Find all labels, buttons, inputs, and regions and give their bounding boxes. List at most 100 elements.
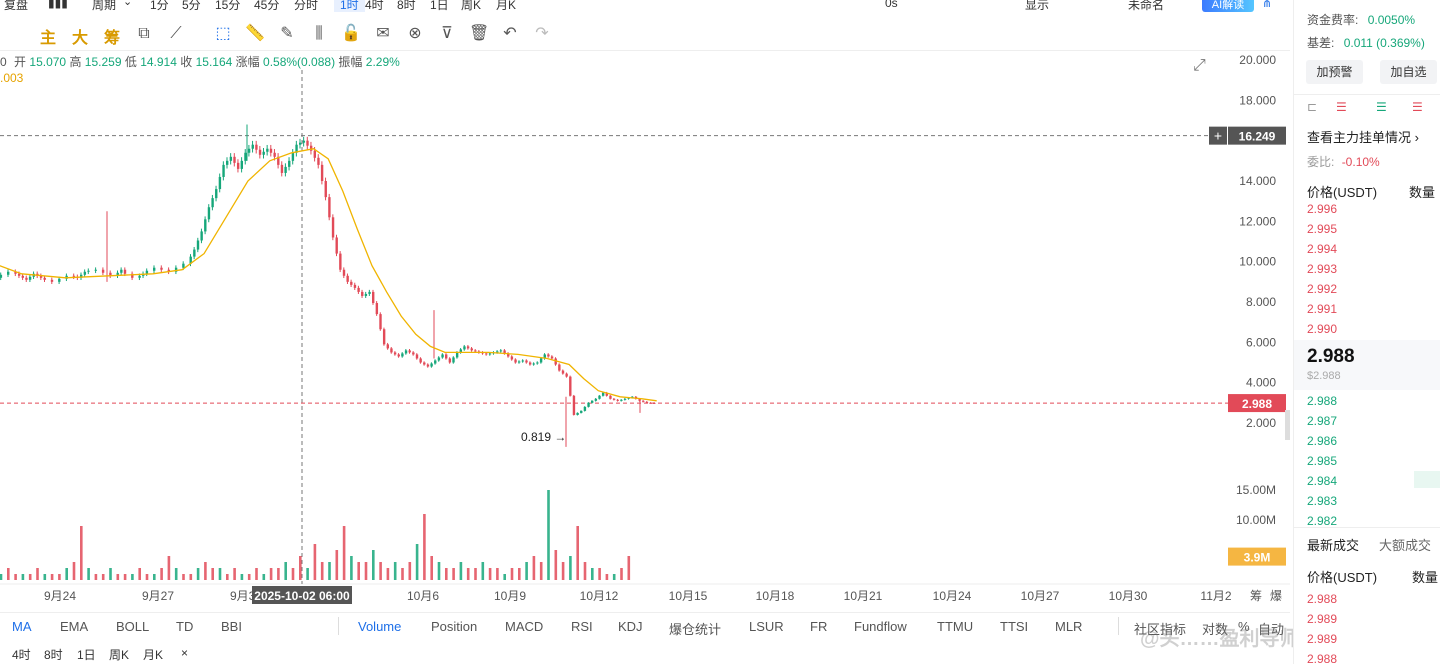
- brush-icon[interactable]: ✎: [280, 25, 294, 42]
- quick-period-item[interactable]: 周K: [109, 648, 130, 662]
- interval-item[interactable]: 1分: [150, 0, 169, 12]
- indicator-tab[interactable]: LSUR: [749, 619, 784, 634]
- pattern-icon[interactable]: ⫼: [315, 25, 323, 42]
- tab-latest-trades[interactable]: 最新成交: [1307, 538, 1360, 553]
- indicator-tab[interactable]: TTMU: [937, 619, 974, 634]
- interval-item[interactable]: 月K: [496, 0, 517, 12]
- redo-icon[interactable]: ↷: [535, 25, 549, 42]
- main-chart-toggle[interactable]: 主: [40, 30, 57, 47]
- candle-body: [543, 354, 546, 359]
- magnet-icon[interactable]: ⊗: [408, 25, 422, 42]
- indicator-tab[interactable]: 爆仓统计: [669, 622, 722, 637]
- interval-item[interactable]: 5分: [182, 0, 201, 12]
- indicator-icon[interactable]: ⟋: [170, 25, 182, 42]
- alert-icon[interactable]: ✉: [376, 25, 390, 42]
- bid-row[interactable]: 2.987: [1307, 414, 1338, 428]
- lock-icon[interactable]: 🔓: [341, 25, 361, 42]
- indicator-tab[interactable]: Volume: [358, 619, 402, 634]
- interval-item[interactable]: 分时: [294, 0, 319, 12]
- candle-body: [521, 360, 525, 362]
- interval-item[interactable]: 45分: [254, 0, 280, 12]
- volume-bar: [226, 574, 229, 580]
- book-mode-list-icon[interactable]: ☰: [1412, 100, 1423, 114]
- indicator-tab[interactable]: 自动: [1258, 622, 1285, 637]
- cursor-icon[interactable]: ⬚: [215, 25, 231, 42]
- interval-item[interactable]: 周期: [92, 0, 117, 12]
- indicator-tab[interactable]: %: [1238, 619, 1250, 634]
- bid-row[interactable]: 2.986: [1307, 434, 1338, 448]
- tab-large-trades[interactable]: 大额成交: [1379, 538, 1432, 553]
- price-chart[interactable]: 20.00018.00016.00014.00012.00010.0008.00…: [0, 50, 1290, 610]
- quick-period-item[interactable]: 4时: [12, 648, 31, 662]
- interval-item[interactable]: 4时: [365, 0, 384, 12]
- quick-period-item[interactable]: 8时: [44, 648, 63, 662]
- trade-row[interactable]: 2.988: [1307, 592, 1338, 606]
- interval-item[interactable]: 周K: [461, 0, 482, 12]
- ask-row[interactable]: 2.991: [1307, 302, 1338, 316]
- indicator-tab[interactable]: KDJ: [618, 619, 643, 634]
- trade-row[interactable]: 2.989: [1307, 632, 1338, 646]
- indicator-tab[interactable]: MA: [12, 619, 32, 634]
- chevron-down-icon[interactable]: ⌄: [123, 0, 133, 8]
- volume-bar: [386, 568, 390, 580]
- ask-row[interactable]: 2.995: [1307, 222, 1338, 236]
- indicator-tab[interactable]: Position: [431, 619, 478, 634]
- indicator-tab[interactable]: TTSI: [1000, 619, 1029, 634]
- interval-item[interactable]: 1时: [334, 0, 365, 12]
- bid-row[interactable]: 2.984: [1307, 474, 1338, 488]
- ask-row[interactable]: 2.990: [1307, 322, 1338, 336]
- bid-row[interactable]: 2.983: [1307, 494, 1338, 508]
- indicator-tab[interactable]: BOLL: [116, 619, 150, 634]
- undo-icon[interactable]: ↶: [503, 25, 517, 42]
- interval-item[interactable]: 15分: [215, 0, 241, 12]
- template-icon[interactable]: ⧉: [138, 25, 150, 42]
- add-alert-button[interactable]: 加预警: [1306, 60, 1363, 84]
- bid-row[interactable]: 2.988: [1307, 394, 1338, 408]
- bid-row[interactable]: 2.982: [1307, 514, 1338, 528]
- candle-body: [346, 275, 349, 282]
- trade-row[interactable]: 2.988: [1307, 652, 1338, 664]
- interval-item[interactable]: 复盘: [4, 0, 29, 12]
- big-order-toggle[interactable]: 大: [72, 30, 89, 47]
- indicator-tab[interactable]: EMA: [60, 619, 89, 634]
- book-mode-ask-icon[interactable]: ☰: [1336, 100, 1347, 114]
- volume-bar: [101, 574, 105, 580]
- ask-row[interactable]: 2.996: [1307, 202, 1338, 216]
- share-icon[interactable]: ⋔: [1262, 0, 1273, 10]
- candle-body: [309, 145, 313, 151]
- indicator-tab[interactable]: 对数: [1202, 622, 1229, 637]
- interval-item[interactable]: 显示: [1025, 0, 1050, 12]
- low-value: 14.914: [140, 55, 177, 69]
- indicator-tab[interactable]: TD: [176, 619, 194, 634]
- indicator-tab[interactable]: FR: [810, 619, 828, 634]
- ask-row[interactable]: 2.993: [1307, 262, 1338, 276]
- book-mode-bid-icon[interactable]: ☰: [1376, 100, 1387, 114]
- trade-row[interactable]: 2.989: [1307, 612, 1338, 626]
- trash-icon[interactable]: 🗑: [469, 25, 490, 42]
- indicator-tab[interactable]: Fundflow: [854, 619, 907, 634]
- interval-item[interactable]: 未命名: [1128, 0, 1165, 12]
- indicator-tab[interactable]: MLR: [1055, 619, 1083, 634]
- quick-period-item[interactable]: 月K: [143, 648, 164, 662]
- filter-icon[interactable]: ⊽: [441, 25, 453, 42]
- interval-item[interactable]: 0s: [885, 0, 898, 10]
- book-mode-both-icon[interactable]: ⊏: [1307, 100, 1318, 114]
- chip-toggle[interactable]: 筹: [104, 30, 121, 47]
- indicator-tab[interactable]: 社区指标: [1134, 622, 1187, 637]
- ask-row[interactable]: 2.992: [1307, 282, 1338, 296]
- candle-body: [58, 278, 61, 282]
- quick-period-item[interactable]: ×: [181, 646, 189, 660]
- indicator-tab[interactable]: RSI: [571, 619, 593, 634]
- chart-type-icon[interactable]: ▮▮▮: [48, 0, 68, 10]
- ask-row[interactable]: 2.994: [1307, 242, 1338, 256]
- ruler-icon[interactable]: 📏: [245, 25, 265, 42]
- quick-period-item[interactable]: 1日: [77, 648, 96, 662]
- interval-item[interactable]: 8时: [397, 0, 416, 12]
- depth-link[interactable]: 查看主力挂单情况 ›: [1307, 127, 1419, 146]
- ai-interpret-button[interactable]: AI解读: [1202, 0, 1254, 12]
- add-favorite-button[interactable]: 加自选: [1380, 60, 1437, 84]
- interval-item[interactable]: 1日: [430, 0, 449, 12]
- bid-row[interactable]: 2.985: [1307, 454, 1338, 468]
- indicator-tab[interactable]: BBI: [221, 619, 242, 634]
- indicator-tab[interactable]: MACD: [505, 619, 544, 634]
